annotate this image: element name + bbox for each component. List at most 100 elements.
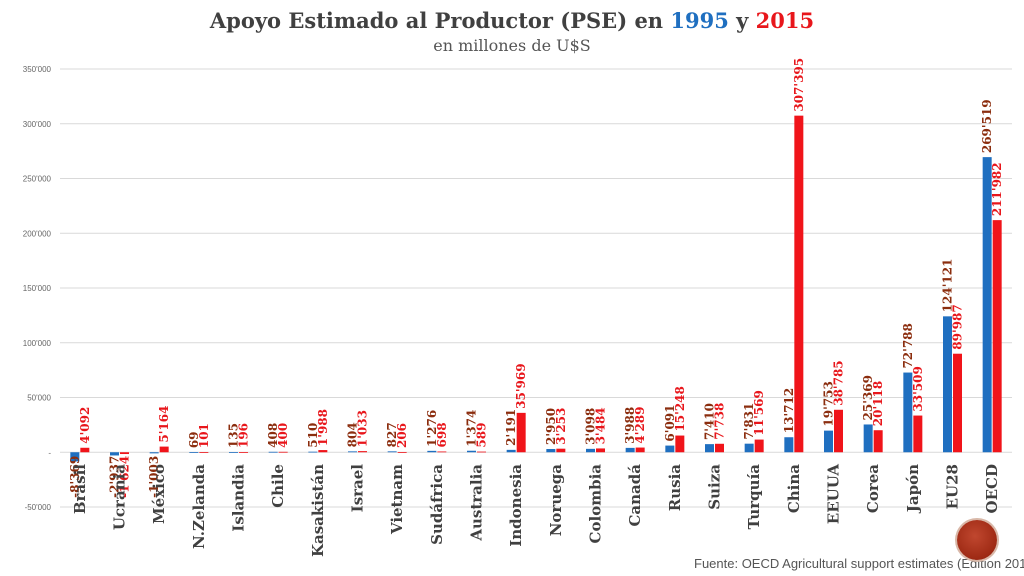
title-year-1995: 1995 bbox=[670, 8, 729, 33]
data-label-2015: 101 bbox=[197, 423, 211, 448]
data-label-1995: 3'098 bbox=[584, 408, 598, 445]
bar-2015 bbox=[715, 443, 724, 453]
data-label-1995: 13'712 bbox=[782, 388, 796, 433]
y-tick-label: 100'000 bbox=[23, 339, 52, 348]
category-label: Islandia bbox=[230, 464, 248, 532]
category-label: Israel bbox=[349, 464, 367, 513]
y-tick-label: 250'000 bbox=[23, 175, 52, 184]
bar-1995 bbox=[110, 452, 119, 456]
bar-1995 bbox=[546, 449, 556, 453]
category-label: Corea bbox=[864, 464, 882, 513]
data-label-2015: 400 bbox=[276, 423, 290, 448]
category-label: Chile bbox=[269, 464, 287, 508]
bar-1995 bbox=[467, 450, 476, 453]
data-label-1995: -8'369 bbox=[68, 456, 82, 498]
data-label-2015: 15'248 bbox=[673, 386, 687, 431]
bar-1995 bbox=[665, 445, 675, 453]
category-label: Japón bbox=[904, 464, 922, 514]
bar-2015 bbox=[516, 412, 526, 453]
data-label-1995: 269'519 bbox=[980, 99, 994, 153]
title-year-2015: 2015 bbox=[755, 8, 815, 33]
data-label-1995: 804 bbox=[346, 422, 360, 447]
data-label-2015: 698 bbox=[435, 422, 449, 447]
data-label-1995: 2'950 bbox=[544, 408, 558, 445]
category-label: Brasil bbox=[71, 464, 89, 514]
category-label: N.Zelanda bbox=[190, 464, 208, 549]
data-label-2015: 211'982 bbox=[990, 162, 1004, 216]
data-label-2015: 1'033 bbox=[356, 410, 370, 447]
data-label-1995: 25'369 bbox=[861, 375, 875, 420]
bar-1995 bbox=[903, 372, 913, 453]
data-label-1995: 7'410 bbox=[703, 403, 717, 440]
bar-2015 bbox=[596, 448, 605, 453]
bar-2015 bbox=[437, 451, 447, 453]
category-label: Suiza bbox=[706, 464, 724, 510]
data-label-2015: 5'164 bbox=[157, 406, 171, 443]
bar-2015 bbox=[556, 448, 566, 453]
data-label-2015: 33'509 bbox=[911, 366, 925, 411]
bar-2015 bbox=[754, 439, 764, 453]
bar-1995 bbox=[943, 316, 952, 453]
category-label: EU28 bbox=[944, 464, 962, 509]
category-label: Australia bbox=[468, 464, 486, 542]
bar-2015 bbox=[794, 115, 804, 453]
y-tick-label: 50'000 bbox=[27, 394, 51, 403]
bar-1995 bbox=[308, 451, 318, 453]
data-label-2015: 307'395 bbox=[792, 58, 806, 112]
bar-2015 bbox=[477, 451, 486, 453]
bar-1995 bbox=[625, 447, 635, 453]
data-label-1995: 827 bbox=[385, 422, 399, 447]
data-label-1995: 408 bbox=[266, 423, 280, 448]
source-note: Fuente: OECD Agricultural support estima… bbox=[694, 556, 1024, 571]
bar-2015 bbox=[159, 446, 169, 453]
data-label-2015: 7'738 bbox=[713, 403, 727, 440]
bar-1995 bbox=[387, 451, 397, 453]
data-label-1995: 6'091 bbox=[663, 405, 677, 442]
data-label-2015: 3'253 bbox=[554, 408, 568, 445]
category-label: Vietnam bbox=[388, 464, 406, 535]
data-label-2015: 206 bbox=[395, 423, 409, 448]
data-label-1995: 2'191 bbox=[504, 409, 518, 446]
bar-2015 bbox=[358, 451, 367, 453]
data-label-1995: 3'988 bbox=[623, 407, 637, 444]
bar-2015 bbox=[120, 452, 129, 455]
title-prefix: Apoyo Estimado al Productor (PSE) en bbox=[209, 8, 671, 33]
bar-1995 bbox=[824, 430, 833, 453]
category-label: Sudáfrica bbox=[428, 464, 446, 545]
data-label-2015: 1'988 bbox=[316, 409, 330, 446]
bar-2015 bbox=[318, 450, 328, 453]
data-label-2015: 589 bbox=[475, 423, 489, 448]
data-label-2015: -1'624 bbox=[118, 456, 132, 498]
data-label-1995: 1'374 bbox=[465, 410, 479, 447]
chart-title: Apoyo Estimado al Productor (PSE) en 199… bbox=[0, 8, 1024, 33]
bar-1995 bbox=[229, 452, 238, 453]
bar-1995 bbox=[149, 452, 159, 454]
category-label: Rusia bbox=[666, 464, 684, 512]
bar-1995 bbox=[268, 451, 278, 453]
category-label: Kasakistán bbox=[309, 464, 327, 557]
bar-2015 bbox=[873, 430, 883, 453]
data-label-1995: -1'003 bbox=[147, 456, 161, 498]
data-label-2015: 38'785 bbox=[832, 360, 846, 405]
bar-2015 bbox=[397, 452, 407, 453]
bar-1995 bbox=[427, 450, 437, 453]
category-label: México bbox=[150, 464, 168, 524]
bar-2015 bbox=[913, 415, 923, 453]
bar-2015 bbox=[834, 409, 843, 453]
bar-1995 bbox=[784, 437, 794, 453]
category-label: EEUUA bbox=[825, 464, 843, 525]
data-label-1995: 72'788 bbox=[901, 323, 915, 368]
bar-1995 bbox=[506, 449, 516, 453]
bar-1995 bbox=[982, 157, 992, 453]
data-label-2015: 11'569 bbox=[752, 390, 766, 435]
bar-2015 bbox=[992, 220, 1002, 453]
bar-2015 bbox=[239, 452, 248, 453]
y-tick-label: -50'000 bbox=[25, 503, 52, 512]
category-label: Ucrania bbox=[111, 464, 129, 530]
data-label-2015: 196 bbox=[237, 423, 251, 448]
bar-1995 bbox=[586, 448, 595, 453]
data-label-1995: 19'753 bbox=[822, 381, 836, 426]
data-label-2015: 89'987 bbox=[951, 304, 965, 349]
title-joiner: y bbox=[728, 8, 756, 33]
